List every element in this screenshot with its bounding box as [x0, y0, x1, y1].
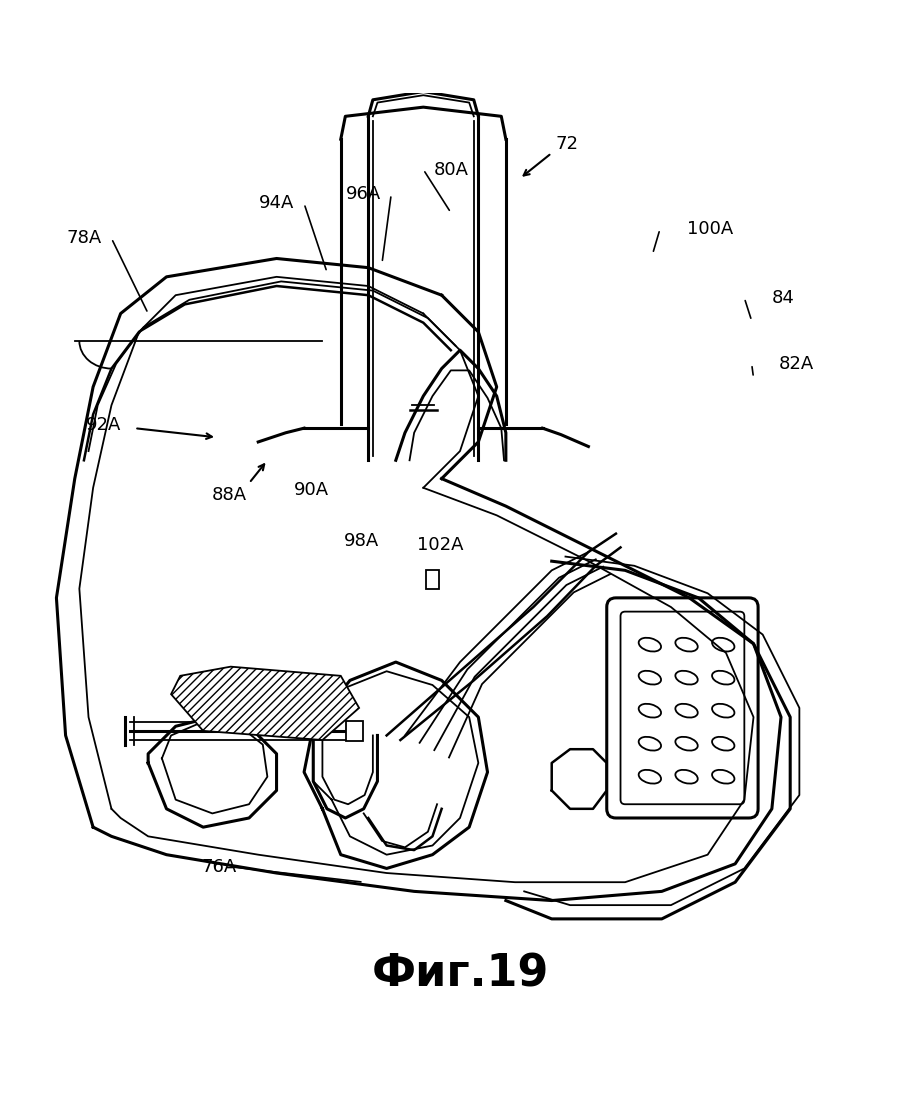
Text: 76A: 76A — [201, 858, 236, 875]
Bar — [346, 721, 362, 741]
Text: 80A: 80A — [433, 160, 468, 179]
Text: 90A: 90A — [293, 480, 329, 499]
Polygon shape — [171, 667, 358, 740]
Text: 72: 72 — [555, 135, 578, 152]
Text: 92A: 92A — [85, 416, 121, 434]
Text: 102A: 102A — [416, 535, 462, 554]
Text: 82A: 82A — [778, 355, 813, 373]
Text: 98A: 98A — [344, 532, 379, 550]
Text: 78A: 78A — [66, 230, 101, 247]
Text: Фиг.19: Фиг.19 — [371, 953, 548, 996]
Text: 84: 84 — [771, 289, 794, 307]
Text: 94A: 94A — [258, 194, 294, 212]
Bar — [425, 571, 439, 588]
Text: 88A: 88A — [211, 486, 246, 505]
Text: 100A: 100A — [686, 220, 733, 238]
Text: 96A: 96A — [346, 185, 380, 203]
